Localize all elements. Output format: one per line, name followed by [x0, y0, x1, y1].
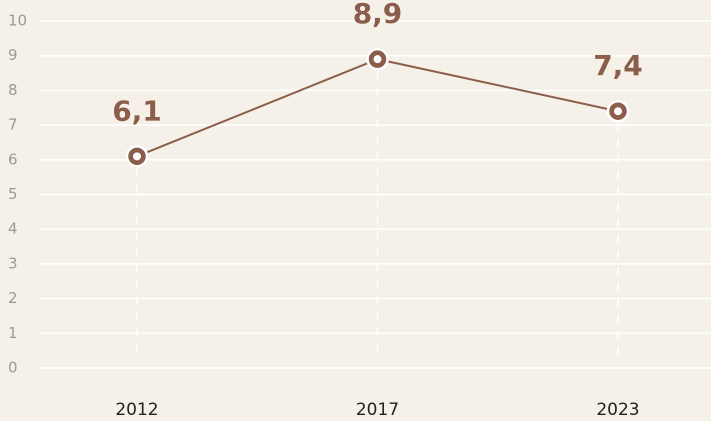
y-tick-label: 5	[8, 185, 18, 203]
point-center	[373, 55, 382, 64]
point-center	[133, 152, 141, 161]
x-tick-label: 2017	[356, 400, 399, 420]
y-tick-label: 10	[8, 12, 27, 30]
value-label: 8,9	[353, 0, 403, 30]
y-tick-label: 3	[8, 254, 18, 272]
value-label: 6,1	[112, 94, 162, 127]
x-tick-label: 2023	[596, 400, 639, 420]
y-tick-label: 0	[8, 359, 18, 377]
value-label: 7,4	[593, 49, 643, 82]
x-tick-label: 2012	[115, 400, 158, 420]
y-tick-label: 6	[8, 150, 18, 168]
y-tick-label: 8	[8, 81, 18, 99]
y-tick-label: 9	[8, 46, 18, 64]
y-tick-label: 2	[8, 289, 18, 307]
point-center	[614, 107, 622, 116]
y-tick-label: 1	[8, 324, 18, 342]
y-tick-label: 4	[8, 220, 18, 238]
y-tick-label: 7	[8, 116, 18, 134]
